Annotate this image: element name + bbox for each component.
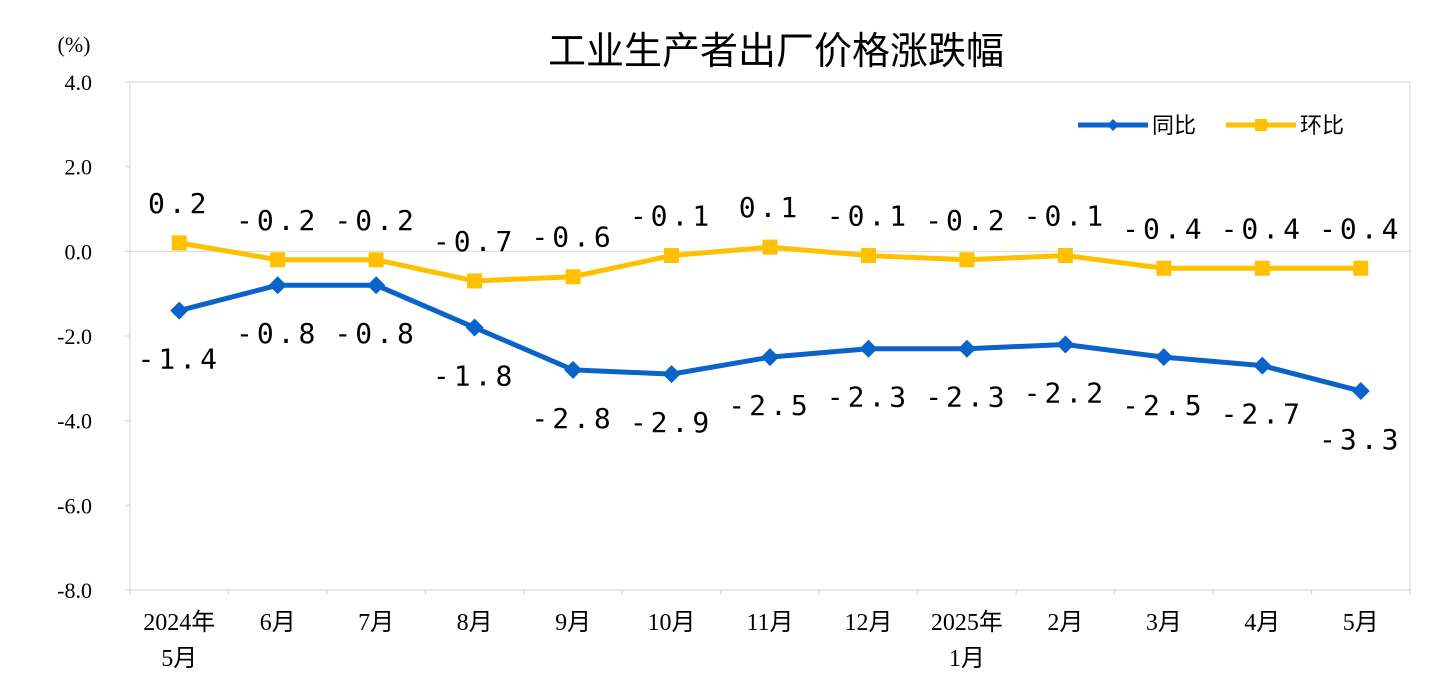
legend-label: 环比: [1300, 114, 1344, 139]
data-point-mom: [664, 248, 680, 264]
data-label-mom: -0.1: [630, 200, 713, 233]
data-point-mom: [1254, 260, 1270, 276]
data-label-mom: 0.2: [148, 187, 211, 220]
x-tick-label: 9月: [555, 610, 591, 636]
data-point-yoy: [957, 339, 976, 358]
data-point-yoy: [1253, 356, 1272, 375]
data-label-yoy: -2.5: [1122, 389, 1205, 422]
data-label-yoy: -2.8: [531, 402, 614, 435]
data-label-mom: -0.1: [1024, 200, 1107, 233]
plot-frame: [129, 81, 1411, 591]
data-label-yoy: -2.2: [1024, 376, 1107, 409]
x-tick-label: 12月: [844, 610, 892, 636]
x-tick-label: 4月: [1244, 610, 1280, 636]
data-point-mom: [1353, 260, 1369, 276]
data-point-mom: [270, 252, 286, 268]
y-tick-label: -4.0: [57, 409, 92, 434]
data-point-yoy: [1056, 335, 1075, 354]
data-point-yoy: [1154, 348, 1173, 367]
data-point-mom: [762, 239, 778, 255]
x-tick-label: 1月: [949, 646, 985, 672]
data-label-mom: -0.2: [925, 204, 1008, 237]
data-point-mom: [171, 235, 187, 251]
data-point-yoy: [662, 365, 681, 384]
data-point-mom: [467, 273, 483, 289]
data-point-yoy: [268, 276, 287, 295]
data-label-mom: -0.7: [433, 225, 516, 258]
x-tick-label: 8月: [457, 610, 493, 636]
data-label-mom: -0.2: [236, 204, 319, 237]
x-tick-label: 11月: [746, 610, 793, 636]
legend-marker: [1107, 119, 1119, 131]
y-tick-label: 4.0: [65, 70, 93, 95]
legend-label: 同比: [1152, 114, 1196, 139]
chart-title: 工业生产者出厂价格涨跌幅: [548, 29, 1004, 73]
x-tick-label: 5月: [161, 646, 197, 672]
x-tick-label: 7月: [358, 610, 394, 636]
y-tick-label: -8.0: [57, 578, 92, 603]
data-label-yoy: -2.5: [728, 389, 811, 422]
data-label-mom: -0.4: [1122, 212, 1205, 245]
y-tick-label: 2.0: [65, 155, 93, 180]
data-label-mom: -0.1: [827, 200, 910, 233]
y-tick-label: -2.0: [57, 324, 92, 349]
x-tick-label: 10月: [648, 610, 696, 636]
x-tick-label: 2024年: [143, 609, 215, 636]
data-label-mom: -0.4: [1319, 212, 1402, 245]
data-point-mom: [959, 252, 975, 268]
x-tick-label: 3月: [1146, 610, 1182, 636]
data-point-mom: [1156, 260, 1172, 276]
data-point-mom: [860, 248, 876, 264]
data-label-yoy: -2.3: [925, 381, 1008, 414]
data-point-mom: [368, 252, 384, 268]
data-point-yoy: [564, 360, 583, 379]
data-label-mom: -0.6: [531, 221, 614, 254]
data-label-mom: -0.2: [334, 204, 417, 237]
data-label-mom: -0.4: [1221, 212, 1304, 245]
data-label-yoy: -2.7: [1221, 398, 1304, 431]
data-label-yoy: -0.8: [236, 317, 319, 350]
data-point-mom: [565, 269, 581, 285]
data-point-yoy: [1351, 382, 1370, 401]
data-label-yoy: -3.3: [1319, 423, 1402, 456]
data-label-mom: 0.1: [739, 191, 802, 224]
data-point-yoy: [170, 301, 189, 320]
data-label-yoy: -0.8: [334, 317, 417, 350]
y-tick-label: -6.0: [57, 493, 92, 518]
data-label-yoy: -1.8: [433, 360, 516, 393]
y-tick-label: 0.0: [65, 239, 93, 264]
x-tick-label: 6月: [260, 610, 296, 636]
y-axis-unit-label: (%): [58, 32, 91, 57]
data-label-yoy: -1.4: [138, 343, 221, 376]
x-tick-label: 2月: [1047, 610, 1083, 636]
legend-marker: [1255, 119, 1267, 131]
data-point-yoy: [761, 348, 779, 367]
data-label-yoy: -2.9: [630, 406, 713, 439]
data-point-yoy: [465, 318, 484, 337]
x-tick-label: 5月: [1343, 610, 1379, 636]
x-tick-label: 2025年: [931, 609, 1003, 636]
data-point-yoy: [367, 276, 386, 295]
data-point-mom: [1057, 248, 1073, 264]
data-point-yoy: [859, 339, 878, 358]
data-label-yoy: -2.3: [827, 381, 910, 414]
